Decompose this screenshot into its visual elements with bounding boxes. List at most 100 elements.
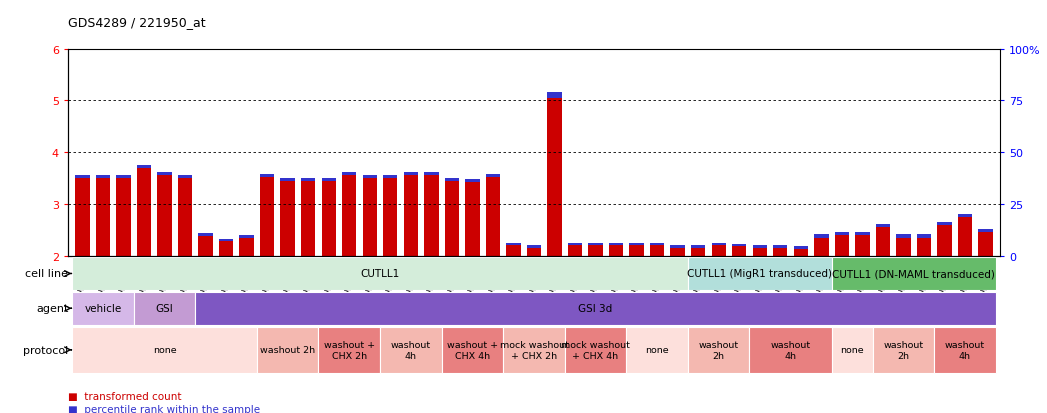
Bar [875,228,890,256]
Bar [958,214,973,217]
Bar [875,225,890,228]
Text: none: none [841,346,864,354]
Bar [712,243,726,246]
Bar [815,238,828,256]
Bar [95,178,110,256]
Bar [527,248,541,256]
Text: washout +
CHX 4h: washout + CHX 4h [447,340,498,360]
Bar [650,243,664,246]
Text: CUTLL1 (MigR1 transduced): CUTLL1 (MigR1 transduced) [687,269,832,279]
Bar [691,246,706,248]
Bar [137,165,151,169]
Text: washout
4h: washout 4h [771,340,810,360]
Bar [691,248,706,256]
Bar [753,248,766,256]
Bar [564,327,626,373]
Bar [72,327,257,373]
Bar [937,225,952,256]
Bar [75,178,90,256]
Bar [257,327,318,373]
Bar [321,178,336,181]
Bar [198,234,213,236]
Bar [465,180,480,183]
Bar [300,178,315,181]
Bar [773,248,787,256]
Text: washout
4h: washout 4h [945,340,985,360]
Bar [917,235,931,238]
Text: ■  percentile rank within the sample: ■ percentile rank within the sample [68,404,261,413]
Bar [157,173,172,176]
Bar [445,181,459,256]
Bar [855,232,870,235]
Bar [548,93,561,99]
Bar [527,246,541,248]
Text: none: none [645,346,669,354]
Bar [732,247,747,256]
Bar [300,181,315,256]
Bar [219,242,233,256]
Bar [650,246,664,256]
Bar [753,246,766,248]
Bar [72,258,688,290]
Bar [116,178,131,256]
Text: washout +
CHX 2h: washout + CHX 2h [324,340,375,360]
Text: washout 2h: washout 2h [260,346,315,354]
Bar [609,246,623,256]
Bar [670,246,685,248]
Bar [834,232,849,235]
Text: CUTLL1: CUTLL1 [360,269,400,279]
Bar [588,246,603,256]
Bar [178,176,193,178]
Bar [486,178,500,256]
Bar [629,246,644,256]
Text: none: none [153,346,176,354]
Bar [978,233,993,256]
Bar [773,246,787,248]
Bar [917,238,931,256]
Text: washout
2h: washout 2h [884,340,923,360]
Text: protocol: protocol [23,345,68,355]
Bar [404,173,418,176]
Text: vehicle: vehicle [85,304,121,313]
Bar [321,181,336,256]
Bar [609,243,623,246]
Bar [486,174,500,178]
Bar [934,327,996,373]
Bar [750,327,831,373]
Bar [424,173,439,176]
Text: CUTLL1 (DN-MAML transduced): CUTLL1 (DN-MAML transduced) [832,269,995,279]
Bar [815,235,828,238]
Bar [831,258,996,290]
Text: washout
4h: washout 4h [391,340,431,360]
Bar [831,327,872,373]
Bar [362,178,377,256]
Text: GSI 3d: GSI 3d [578,304,612,313]
Bar [567,246,582,256]
Bar [445,178,459,181]
Bar [116,176,131,178]
Bar [670,248,685,256]
Bar [219,239,233,242]
Bar [342,176,356,256]
Text: ■  transformed count: ■ transformed count [68,392,181,401]
Text: mock washout
+ CHX 2h: mock washout + CHX 2h [499,340,569,360]
Bar [281,178,295,181]
Bar [896,235,911,238]
Bar [318,327,380,373]
Text: GSI: GSI [156,304,174,313]
Bar [442,327,504,373]
Bar [260,174,274,178]
Bar [240,235,253,238]
Bar [72,292,134,325]
Bar [732,244,747,247]
Bar [383,176,398,178]
Bar [342,173,356,176]
Bar [134,292,196,325]
Bar [383,178,398,256]
Text: GDS4289 / 221950_at: GDS4289 / 221950_at [68,16,205,29]
Bar [978,230,993,233]
Bar [855,235,870,256]
Bar [688,258,831,290]
Bar [548,99,561,256]
Bar [380,327,442,373]
